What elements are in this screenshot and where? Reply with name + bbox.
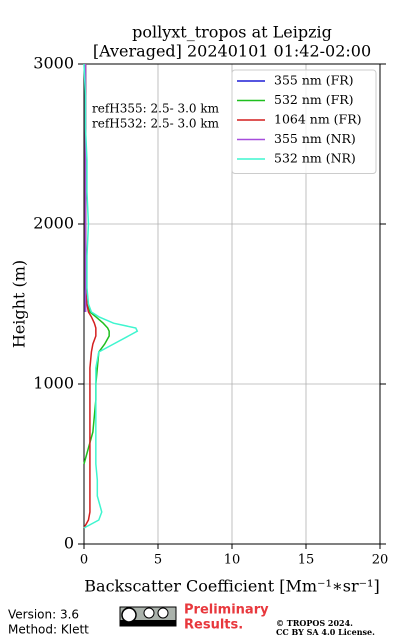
legend-label: 532 nm (NR) (274, 151, 356, 166)
x-tick-label: 5 (154, 553, 162, 568)
preliminary-text: Results. (184, 618, 243, 633)
annotation: refH355: 2.5- 3.0 km (92, 102, 220, 116)
x-tick-label: 15 (298, 553, 315, 568)
copyright-text: © TROPOS 2024. (276, 618, 353, 628)
profile-line (83, 63, 139, 529)
y-axis-label: Height (m) (10, 260, 29, 348)
x-axis-label: Backscatter Coefficient [Mm⁻¹∗sr⁻¹] (84, 577, 379, 596)
preliminary-text: Preliminary (184, 603, 269, 618)
x-tick-label: 20 (372, 553, 389, 568)
x-tick-label: 0 (80, 553, 88, 568)
chart-subtitle: [Averaged] 20240101 01:42-02:00 (93, 42, 371, 61)
annotation: refH532: 2.5- 3.0 km (92, 117, 220, 131)
legend-box (231, 69, 377, 174)
chart-title: pollyxt_tropos at Leipzig (132, 23, 332, 42)
plot-frame (83, 63, 381, 545)
y-tick-label: 2000 (33, 214, 74, 233)
x-tick-label: 10 (224, 553, 241, 568)
legend-label: 1064 nm (FR) (274, 112, 362, 127)
legend-label: 355 nm (FR) (274, 73, 354, 88)
copyright-text: CC BY SA 4.0 License. (276, 627, 375, 637)
y-tick-label: 1000 (33, 374, 74, 393)
version-text: Version: 3.6 (8, 608, 79, 622)
y-tick-label: 0 (64, 534, 74, 553)
cc-license-icon (119, 606, 177, 627)
y-tick-label: 3000 (33, 54, 74, 73)
method-text: Method: Klett (8, 623, 89, 637)
legend-label: 532 nm (FR) (274, 92, 354, 107)
legend-label: 355 nm (NR) (274, 131, 356, 146)
